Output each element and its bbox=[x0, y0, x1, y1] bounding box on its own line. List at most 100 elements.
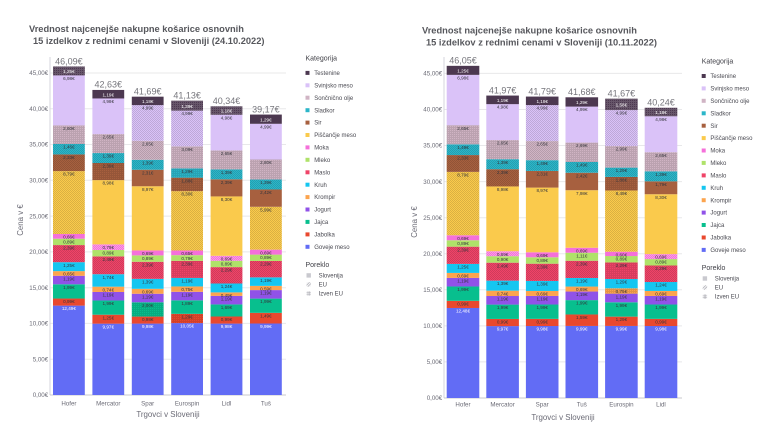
svg-text:EU: EU bbox=[715, 286, 723, 292]
svg-text:1,19€: 1,19€ bbox=[221, 296, 233, 301]
svg-text:25,00€: 25,00€ bbox=[423, 215, 442, 222]
svg-text:40,24€: 40,24€ bbox=[647, 98, 675, 108]
svg-text:Kruh: Kruh bbox=[314, 183, 327, 189]
svg-text:1,99€: 1,99€ bbox=[655, 305, 667, 310]
svg-text:10,00€: 10,00€ bbox=[423, 323, 442, 330]
svg-text:1,18€: 1,18€ bbox=[221, 109, 233, 114]
svg-text:2,69€: 2,69€ bbox=[576, 143, 588, 148]
svg-text:9,97€: 9,97€ bbox=[103, 324, 115, 329]
svg-text:40,00€: 40,00€ bbox=[29, 106, 48, 113]
svg-text:6,98€: 6,98€ bbox=[457, 75, 469, 80]
svg-text:1,24€: 1,24€ bbox=[655, 283, 667, 288]
svg-text:1,29€: 1,29€ bbox=[616, 317, 628, 322]
svg-text:0,99€: 0,99€ bbox=[457, 301, 469, 306]
svg-text:1,19€: 1,19€ bbox=[576, 279, 588, 284]
svg-text:Izven EU: Izven EU bbox=[319, 292, 343, 298]
svg-text:42,63€: 42,63€ bbox=[95, 80, 123, 90]
svg-text:1,39€: 1,39€ bbox=[181, 104, 193, 109]
svg-text:30,00€: 30,00€ bbox=[423, 179, 442, 186]
svg-text:Krompir: Krompir bbox=[710, 198, 731, 204]
svg-text:45,00€: 45,00€ bbox=[29, 70, 48, 77]
svg-text:1,29€: 1,29€ bbox=[181, 169, 193, 174]
svg-text:12,48€: 12,48€ bbox=[456, 309, 470, 314]
svg-text:1,19€: 1,19€ bbox=[536, 297, 548, 302]
svg-text:30,00€: 30,00€ bbox=[29, 178, 48, 185]
svg-text:Vrednost najcenejše nakupne ko: Vrednost najcenejše nakupne košarice osn… bbox=[29, 24, 244, 34]
svg-text:2,39€: 2,39€ bbox=[576, 261, 588, 266]
svg-text:1,29€: 1,29€ bbox=[181, 314, 193, 319]
svg-text:9,98€: 9,98€ bbox=[142, 324, 154, 329]
svg-text:0,89€: 0,89€ bbox=[457, 241, 469, 246]
svg-text:10,05€: 10,05€ bbox=[180, 324, 194, 329]
svg-text:0,79€: 0,79€ bbox=[181, 256, 193, 261]
svg-text:2,65€: 2,65€ bbox=[655, 153, 667, 158]
svg-text:1,88€: 1,88€ bbox=[181, 178, 193, 183]
svg-text:Jogurt: Jogurt bbox=[710, 211, 727, 217]
svg-text:1,88€: 1,88€ bbox=[616, 178, 628, 183]
svg-text:2,39€: 2,39€ bbox=[457, 247, 469, 252]
svg-text:1,99€: 1,99€ bbox=[497, 305, 509, 310]
svg-text:1,39€: 1,39€ bbox=[497, 160, 509, 165]
svg-text:2,39€: 2,39€ bbox=[103, 164, 115, 169]
svg-text:1,24€: 1,24€ bbox=[221, 284, 233, 289]
svg-text:1,19€: 1,19€ bbox=[576, 292, 588, 297]
svg-text:1,19€: 1,19€ bbox=[142, 294, 154, 299]
svg-text:8,30€: 8,30€ bbox=[181, 192, 193, 197]
svg-text:2,39€: 2,39€ bbox=[221, 180, 233, 185]
svg-text:Krompir: Krompir bbox=[314, 195, 335, 201]
svg-text:1,19€: 1,19€ bbox=[497, 297, 509, 302]
svg-text:0,89€: 0,89€ bbox=[536, 258, 548, 263]
svg-text:0,75€: 0,75€ bbox=[616, 289, 628, 294]
svg-text:Sir: Sir bbox=[710, 124, 717, 130]
svg-text:Maslo: Maslo bbox=[710, 174, 727, 180]
svg-text:1,39€: 1,39€ bbox=[142, 279, 154, 284]
svg-text:1,99€: 1,99€ bbox=[260, 299, 272, 304]
svg-text:2,33€: 2,33€ bbox=[63, 155, 75, 160]
svg-text:2,31€: 2,31€ bbox=[142, 170, 154, 175]
svg-text:2,65€: 2,65€ bbox=[497, 141, 509, 146]
svg-text:Moka: Moka bbox=[314, 146, 329, 152]
svg-text:1,25€: 1,25€ bbox=[457, 68, 469, 73]
svg-text:1,89€: 1,89€ bbox=[181, 301, 193, 306]
svg-text:9,97€: 9,97€ bbox=[497, 327, 509, 332]
svg-text:8,79€: 8,79€ bbox=[457, 172, 469, 177]
svg-text:Mercator: Mercator bbox=[490, 402, 514, 409]
svg-text:8,79€: 8,79€ bbox=[63, 172, 75, 177]
svg-text:2,39€: 2,39€ bbox=[536, 264, 548, 269]
svg-text:1,25€: 1,25€ bbox=[63, 263, 75, 268]
svg-text:Svinjsko meso: Svinjsko meso bbox=[710, 87, 749, 93]
svg-text:0,89€: 0,89€ bbox=[616, 257, 628, 262]
svg-text:Maslo: Maslo bbox=[314, 170, 331, 176]
svg-text:0,89€: 0,89€ bbox=[63, 239, 75, 244]
svg-text:Kategorija: Kategorija bbox=[702, 58, 734, 65]
svg-text:Hofer: Hofer bbox=[455, 402, 470, 409]
svg-text:41,67€: 41,67€ bbox=[608, 88, 636, 98]
svg-text:0,69€: 0,69€ bbox=[497, 252, 509, 257]
svg-text:2,29€: 2,29€ bbox=[260, 262, 272, 267]
svg-text:8,30€: 8,30€ bbox=[221, 197, 233, 202]
svg-text:Mercator: Mercator bbox=[96, 401, 120, 408]
svg-text:1,69€: 1,69€ bbox=[221, 305, 233, 310]
svg-text:Hofer: Hofer bbox=[61, 401, 76, 408]
svg-text:0,75€: 0,75€ bbox=[181, 287, 193, 292]
svg-text:4,99€: 4,99€ bbox=[181, 111, 193, 116]
svg-text:Sladkor: Sladkor bbox=[314, 108, 334, 114]
svg-text:5,99€: 5,99€ bbox=[260, 207, 272, 212]
svg-text:8,97€: 8,97€ bbox=[536, 188, 548, 193]
svg-text:0,90€: 0,90€ bbox=[497, 257, 509, 262]
svg-text:4,99€: 4,99€ bbox=[616, 111, 628, 116]
svg-text:0,49€: 0,49€ bbox=[221, 293, 233, 298]
svg-text:4,99€: 4,99€ bbox=[260, 124, 272, 129]
svg-text:1,99€: 1,99€ bbox=[576, 301, 588, 306]
svg-text:Izven EU: Izven EU bbox=[715, 295, 739, 301]
svg-text:0,99€: 0,99€ bbox=[221, 317, 233, 322]
svg-text:1,99€: 1,99€ bbox=[103, 301, 115, 306]
svg-text:2,29€: 2,29€ bbox=[616, 263, 628, 268]
svg-text:9,98€: 9,98€ bbox=[536, 327, 548, 332]
svg-text:Moka: Moka bbox=[710, 149, 725, 155]
svg-text:Lidl: Lidl bbox=[222, 401, 232, 408]
svg-text:46,05€: 46,05€ bbox=[449, 56, 477, 66]
svg-text:12,49€: 12,49€ bbox=[62, 306, 76, 311]
svg-text:1,25€: 1,25€ bbox=[457, 265, 469, 270]
svg-text:Eurospin: Eurospin bbox=[175, 401, 200, 408]
